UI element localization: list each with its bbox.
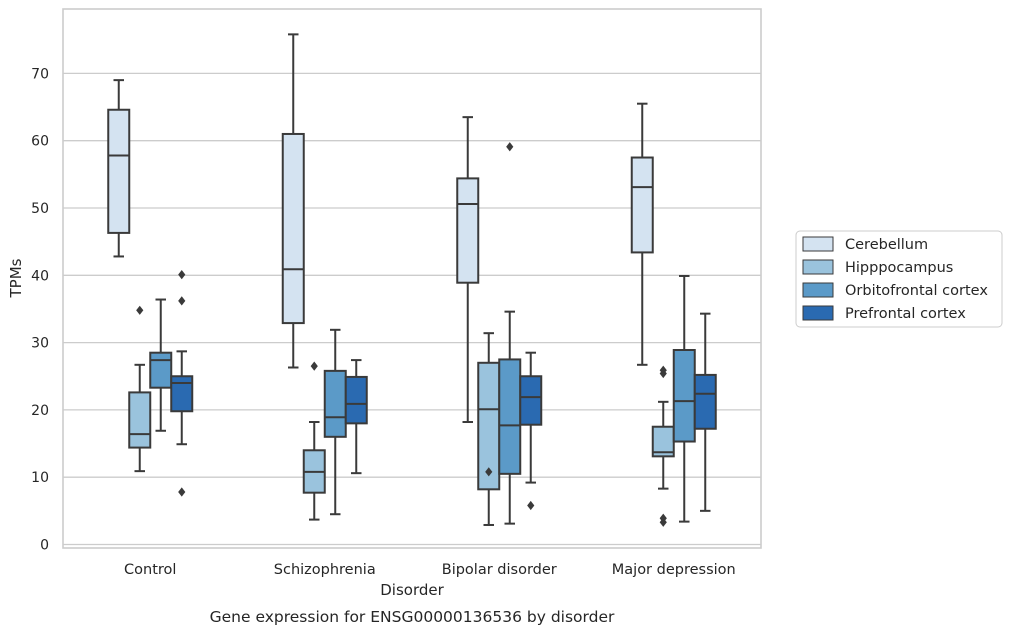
outlier-point [659,517,667,527]
box-iqr [498,358,522,475]
y-tick-label: 20 [31,403,49,419]
box-iqr [344,375,368,425]
x-axis-ticks: Control Schizophrenia Bipolar disorder Majo… [124,562,736,578]
legend-swatch [802,236,834,252]
box-cerebellum [630,102,654,366]
box-hipppocampus [128,305,152,473]
box-iqr [519,375,543,426]
legend-swatch [802,282,834,298]
legend-label: Prefrontal cortex [845,306,966,322]
box-orbitofrontal-cortex [323,328,347,516]
box-iqr [281,132,305,325]
box-iqr [107,108,131,234]
box-orbitofrontal-cortex [498,142,522,525]
y-tick-label: 70 [31,66,49,82]
outlier-point [527,500,535,511]
y-tick-label: 30 [31,336,49,352]
box-iqr [630,156,654,254]
outlier-point [178,296,186,306]
y-axis-ticks: 0 10 20 30 40 50 60 70 [31,66,49,553]
y-tick-label: 50 [31,201,49,217]
legend-label: Hipppocampus [845,260,953,276]
box-orbitofrontal-cortex [672,274,696,523]
x-tick-label: Major depression [612,562,736,578]
box-iqr [170,375,194,413]
y-tick-label: 10 [31,470,49,486]
box-iqr [693,373,717,430]
box-cerebellum [281,33,305,369]
outlier-point [659,365,667,375]
legend-swatch [802,259,834,275]
outlier-point [485,467,493,477]
legend-frame [795,230,1003,328]
outlier-point [178,487,186,497]
box-hipppocampus [302,361,326,521]
box-prefrontal-cortex [344,359,368,475]
x-tick-label: Schizophrenia [274,562,376,578]
box-hipppocampus [477,332,501,526]
y-axis-label: TPMs [7,258,25,298]
box-iqr [456,177,480,284]
box-iqr [149,351,173,389]
box-hipppocampus [651,365,675,527]
outlier-point [136,305,144,315]
outlier-point [506,142,514,152]
legend-label: Cerebellum [845,237,928,253]
box-groups [107,33,717,527]
x-tick-label: Bipolar disorder [442,562,557,578]
outlier-point [310,361,318,371]
plot-frame [62,8,762,549]
legend: Cerebellum Hipppocampus Orbitofrontal cort… [795,230,1003,328]
legend-label: Orbitofrontal cortex [845,283,988,299]
outlier-point [178,270,186,280]
box-iqr [128,391,152,449]
box-orbitofrontal-cortex [149,298,173,432]
box-iqr [672,349,696,443]
box-prefrontal-cortex [170,270,194,497]
y-tick-label: 40 [31,268,49,284]
box-prefrontal-cortex [693,312,717,512]
box-iqr [323,369,347,438]
x-axis-label: Disorder [380,581,444,599]
y-tick-label: 0 [40,538,49,554]
x-tick-label: Control [124,562,176,578]
box-cerebellum [456,116,480,424]
figure-caption: Gene expression for ENSG00000136536 by d… [210,608,615,626]
y-tick-label: 60 [31,134,49,150]
legend-swatch [802,305,834,321]
box-prefrontal-cortex [519,351,543,511]
box-cerebellum [107,79,131,258]
